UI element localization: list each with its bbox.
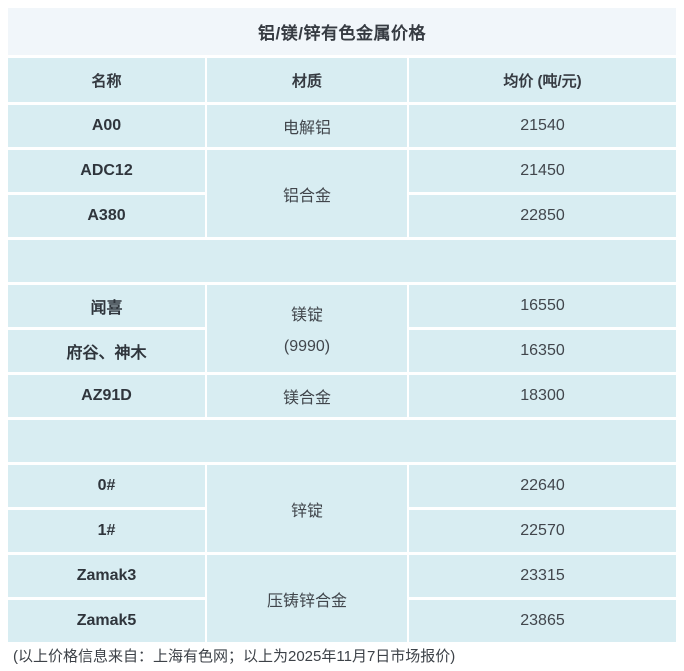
material-cell: 锌锭 [207,465,407,552]
material-cell: 镁锭 (9990) [207,285,407,372]
price-cell: 22850 [409,195,676,237]
page-title: 铝/镁/锌有色金属价格 [8,8,676,55]
material-label: 镁锭 [290,307,323,324]
material-cell: 镁合金 [207,375,407,417]
price-cell: 18300 [409,375,676,417]
material-cell: 压铸锌合金 [207,555,407,642]
price-cell: 21450 [409,150,676,192]
name-cell: Zamak5 [8,600,205,642]
section-spacer [8,240,676,282]
price-cell: 16550 [409,285,676,327]
column-header-name: 名称 [8,58,205,102]
name-cell: 闻喜 [8,285,205,327]
price-table: 名称 材质 均价 (吨/元) A00 电解铝 21540 ADC12 铝合金 2… [8,58,676,642]
name-cell: A00 [8,105,205,147]
name-cell: 1# [8,510,205,552]
material-grade-label: (9990) [283,338,331,355]
name-cell: ADC12 [8,150,205,192]
name-cell: 府谷、神木 [8,330,205,372]
price-cell: 16350 [409,330,676,372]
name-cell: AZ91D [8,375,205,417]
price-cell: 21540 [409,105,676,147]
column-header-price: 均价 (吨/元) [409,58,676,102]
column-header-material: 材质 [207,58,407,102]
price-cell: 23865 [409,600,676,642]
price-cell: 22640 [409,465,676,507]
material-cell: 铝合金 [207,150,407,237]
section-spacer [8,420,676,462]
price-cell: 23315 [409,555,676,597]
footer-note: (以上价格信息来自：上海有色网；以上为2025年11月7日市场报价) [13,648,456,665]
name-cell: Zamak3 [8,555,205,597]
name-cell: 0# [8,465,205,507]
price-cell: 22570 [409,510,676,552]
material-cell: 电解铝 [207,105,407,147]
name-cell: A380 [8,195,205,237]
